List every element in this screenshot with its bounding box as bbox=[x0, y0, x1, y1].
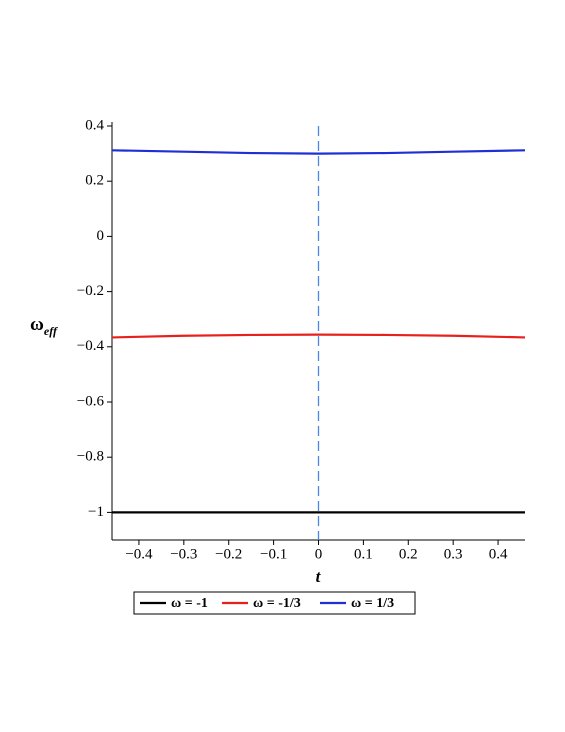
series-line bbox=[111, 149, 526, 155]
legend-label: ω = 1/3 bbox=[351, 596, 394, 611]
legend-box bbox=[133, 591, 416, 615]
y-tick-label: −0.6 bbox=[77, 393, 105, 409]
x-tick-label: 0.1 bbox=[354, 546, 373, 562]
y-tick-label: −0.2 bbox=[77, 283, 104, 299]
x-tick-label: 0.3 bbox=[444, 546, 463, 562]
y-tick-label: −0.4 bbox=[77, 338, 105, 354]
y-tick-label: 0.2 bbox=[85, 173, 104, 189]
y-axis-label: ωeff bbox=[30, 314, 58, 337]
y-tick-label: −1 bbox=[88, 504, 104, 520]
x-tick-label: 0 bbox=[315, 546, 323, 562]
series-line bbox=[111, 333, 526, 339]
x-tick-label: 0.4 bbox=[489, 546, 508, 562]
x-tick-label: −0.1 bbox=[260, 546, 287, 562]
x-tick-label: −0.2 bbox=[215, 546, 242, 562]
x-tick-label: 0.2 bbox=[399, 546, 418, 562]
x-tick-label: −0.3 bbox=[170, 546, 197, 562]
legend-label: ω = -1 bbox=[171, 596, 208, 611]
x-tick-label: −0.4 bbox=[125, 546, 153, 562]
y-axis-label-main: ω bbox=[30, 314, 44, 335]
y-tick-label: −0.8 bbox=[77, 449, 104, 465]
y-axis-label-sub: eff bbox=[44, 324, 58, 338]
y-tick-label: 0.4 bbox=[85, 117, 104, 133]
y-tick-label: 0 bbox=[97, 228, 105, 244]
legend-label: ω = -1/3 bbox=[253, 596, 301, 611]
x-axis-label: t bbox=[316, 567, 322, 586]
